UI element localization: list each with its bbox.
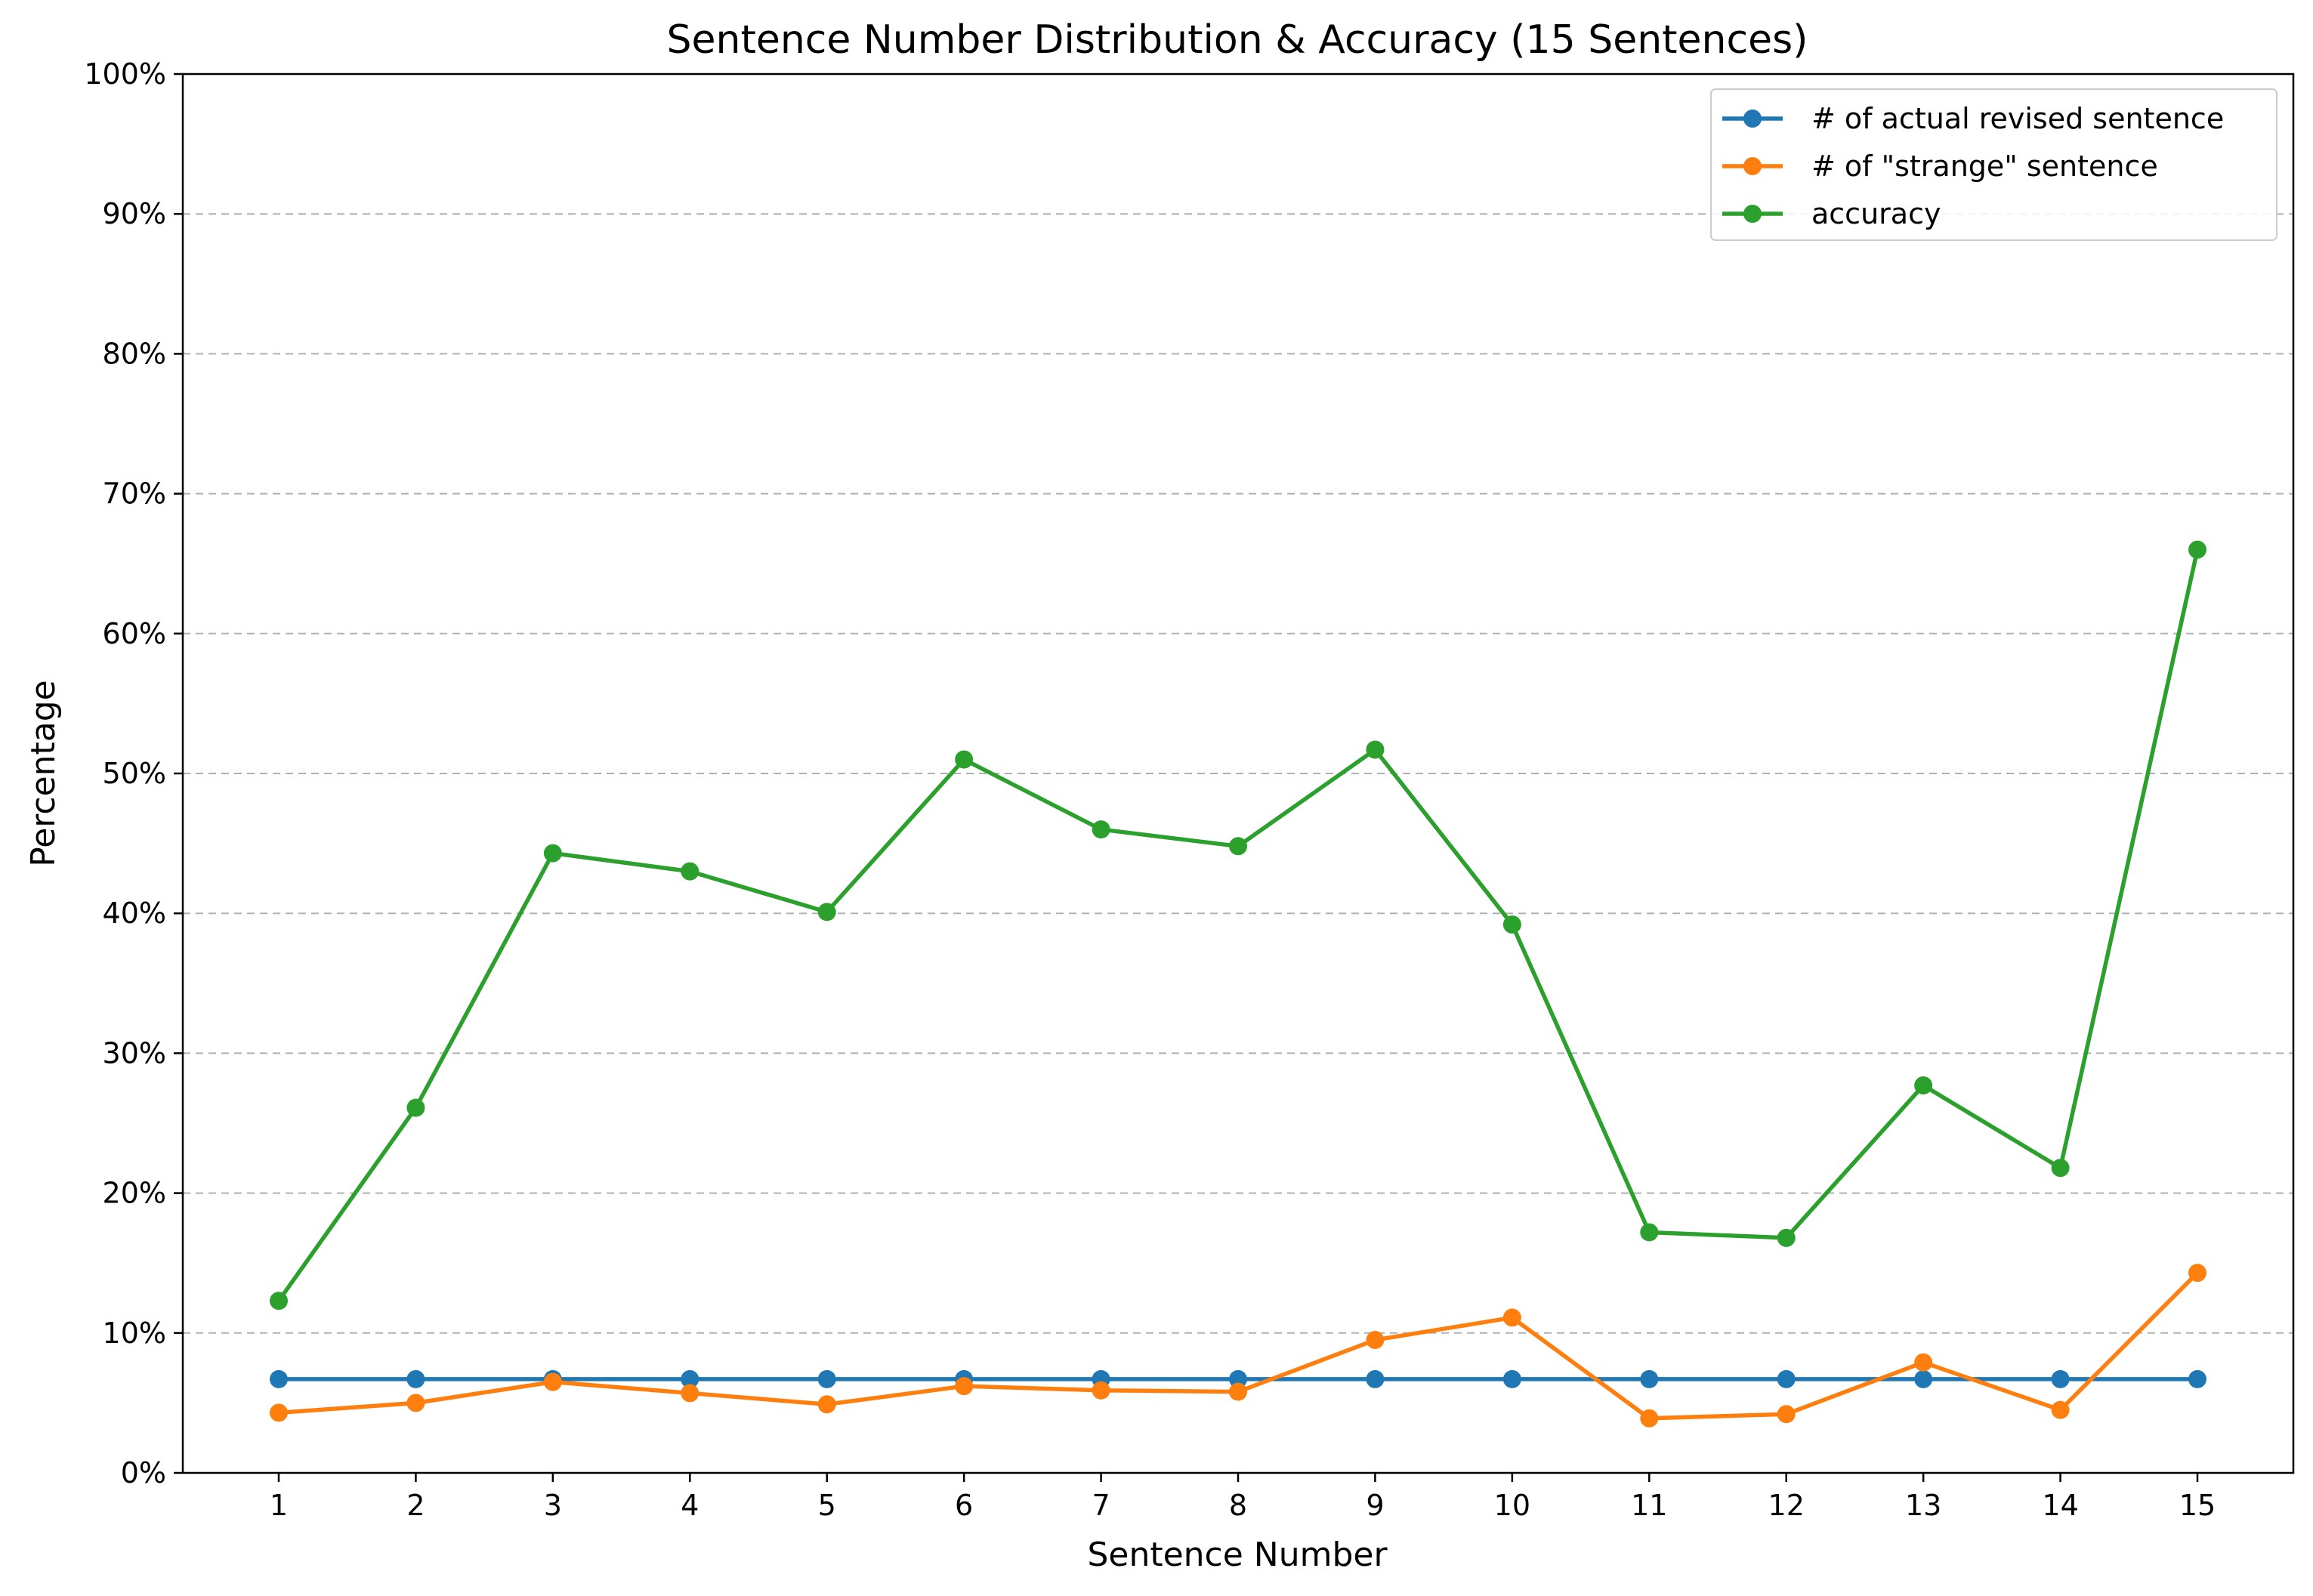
data-point: [2051, 1400, 2070, 1419]
data-point: [955, 750, 974, 769]
data-point: [1640, 1409, 1659, 1428]
data-point: [406, 1369, 425, 1388]
x-tick-label: 2: [406, 1489, 425, 1522]
data-point: [681, 1369, 699, 1388]
data-point: [270, 1369, 288, 1388]
legend-label: accuracy: [1811, 197, 1941, 230]
data-point: [1092, 820, 1110, 839]
data-point: [1777, 1369, 1796, 1388]
y-tick-label: 0%: [121, 1456, 166, 1489]
chart-title: Sentence Number Distribution & Accuracy …: [667, 17, 1808, 63]
data-point: [2188, 1369, 2206, 1388]
x-tick-label: 8: [1229, 1489, 1247, 1522]
data-point: [1366, 1331, 1385, 1350]
x-tick-label: 7: [1092, 1489, 1110, 1522]
data-point: [2188, 540, 2206, 559]
data-point: [1229, 837, 1247, 856]
x-tick-label: 5: [818, 1489, 836, 1522]
y-axis-label: Percentage: [24, 680, 63, 867]
x-tick-label: 3: [544, 1489, 562, 1522]
y-tick-label: 10%: [103, 1317, 166, 1350]
x-tick-label: 6: [955, 1489, 973, 1522]
data-point: [2051, 1369, 2070, 1388]
data-point: [1502, 915, 1521, 934]
x-tick-label: 1: [270, 1489, 288, 1522]
data-point: [1640, 1223, 1659, 1242]
data-point: [1092, 1381, 1110, 1400]
y-tick-label: 90%: [103, 197, 166, 230]
legend-marker: [1743, 157, 1762, 175]
series-2: [270, 1264, 2206, 1428]
series-layer: [270, 540, 2206, 1428]
y-tick-label: 80%: [103, 337, 166, 370]
y-tick-label: 60%: [103, 617, 166, 650]
data-point: [1777, 1405, 1796, 1424]
data-point: [270, 1403, 288, 1422]
legend-marker: [1743, 205, 1762, 223]
legend: # of actual revised sentence # of "strang…: [1710, 88, 2277, 241]
data-point: [955, 1377, 974, 1396]
data-point: [1229, 1369, 1247, 1388]
legend-box: [1710, 88, 2277, 241]
data-point: [543, 844, 562, 863]
data-point: [543, 1372, 562, 1391]
data-point: [681, 1384, 699, 1403]
data-point: [1777, 1228, 1796, 1247]
x-tick-label: 4: [681, 1489, 699, 1522]
data-point: [1502, 1369, 1521, 1388]
data-point: [1914, 1353, 1933, 1372]
data-point: [406, 1098, 425, 1117]
data-point: [1640, 1369, 1659, 1388]
series-3: [270, 540, 2206, 1310]
y-tick-label: 40%: [103, 897, 166, 930]
data-point: [1229, 1382, 1247, 1401]
data-point: [1366, 740, 1385, 759]
data-point: [2051, 1159, 2070, 1178]
data-point: [1914, 1076, 1933, 1094]
x-tick-label: 14: [2042, 1489, 2078, 1522]
data-point: [681, 862, 699, 881]
y-tick-label: 100%: [84, 57, 166, 91]
y-axis: 0% 10% 20% 30% 40% 50% 60% 70% 80% 90% 100%: [84, 57, 183, 1489]
legend-marker: [1743, 110, 1762, 128]
x-tick-label: 9: [1366, 1489, 1384, 1522]
data-point: [1914, 1369, 1933, 1388]
y-tick-label: 50%: [103, 757, 166, 790]
data-point: [1502, 1308, 1521, 1327]
grid: [183, 213, 2293, 1334]
x-axis-label: Sentence Number: [1087, 1536, 1388, 1574]
x-tick-label: 11: [1631, 1489, 1667, 1522]
x-tick-label: 15: [2179, 1489, 2216, 1522]
legend-label: # of "strange" sentence: [1811, 150, 2158, 183]
x-tick-label: 13: [1905, 1489, 1941, 1522]
y-tick-label: 20%: [103, 1177, 166, 1210]
data-point: [817, 1395, 836, 1414]
y-tick-label: 30%: [103, 1036, 166, 1070]
data-point: [1366, 1369, 1385, 1388]
data-point: [2188, 1264, 2206, 1283]
legend-items: # of actual revised sentence # of "strang…: [1722, 102, 2224, 230]
legend-label: # of actual revised sentence: [1811, 102, 2224, 135]
x-tick-label: 12: [1768, 1489, 1805, 1522]
data-point: [406, 1394, 425, 1412]
data-point: [817, 1369, 836, 1388]
y-tick-label: 70%: [103, 477, 166, 511]
data-point: [817, 903, 836, 921]
data-point: [270, 1292, 288, 1310]
x-tick-label: 10: [1494, 1489, 1530, 1522]
x-axis: 1 2 3 4 5 6 7 8 9 10 11 12 13 14 15: [270, 1473, 2216, 1522]
